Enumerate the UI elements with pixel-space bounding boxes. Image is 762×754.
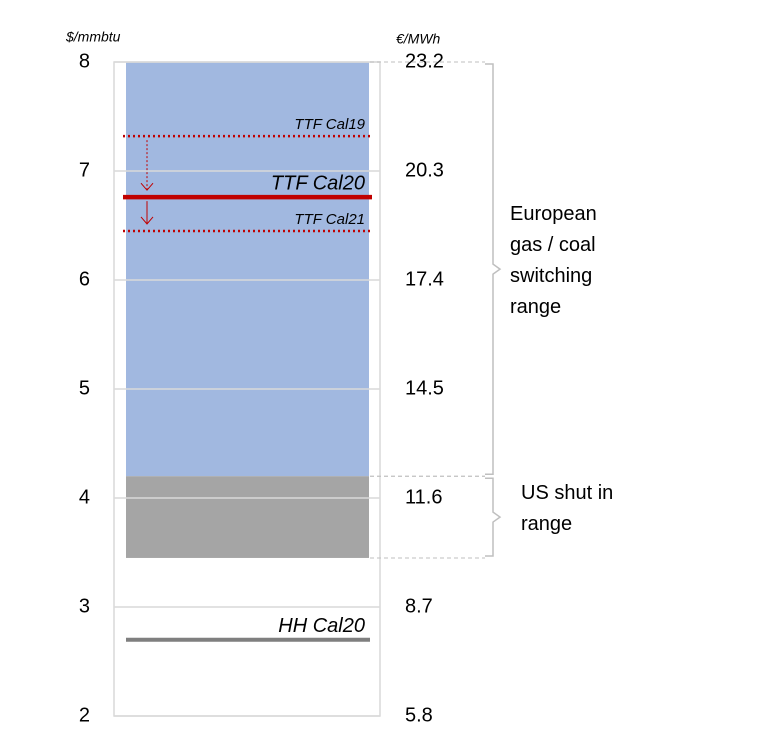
range-label: gas / coal — [510, 234, 596, 256]
range-bar — [126, 476, 369, 558]
range-label: US shut in — [521, 482, 613, 504]
range-brace — [485, 63, 502, 475]
range-label: European — [510, 203, 597, 225]
level-label: TTF Cal19 — [294, 116, 365, 133]
y-tick-label: 6 — [79, 268, 90, 290]
range-label: range — [521, 513, 572, 535]
y2-tick-label: 17.4 — [405, 268, 444, 290]
y-axis-label: $/mmbtu — [65, 29, 121, 45]
level-label: HH Cal20 — [278, 615, 365, 637]
range-bar — [126, 62, 369, 477]
y2-tick-label: 14.5 — [405, 377, 444, 399]
y-tick-label: 8 — [79, 50, 90, 72]
level-label: TTF Cal21 — [294, 211, 365, 228]
y-tick-label: 2 — [79, 704, 90, 726]
y2-tick-label: 11.6 — [405, 486, 442, 508]
y2-axis-label: €/MWh — [396, 31, 441, 47]
y-tick-label: 4 — [79, 486, 90, 508]
range-brace — [485, 477, 502, 557]
arrow-head — [140, 182, 154, 191]
y-tick-label: 5 — [79, 377, 90, 399]
range-label: switching — [510, 265, 592, 287]
range-label: range — [510, 296, 561, 318]
y-tick-label: 3 — [79, 595, 90, 617]
y2-tick-label: 20.3 — [405, 159, 444, 181]
level-label: TTF Cal20 — [271, 172, 365, 194]
arrow-head — [140, 216, 154, 225]
y2-tick-label: 8.7 — [405, 595, 433, 617]
y2-tick-label: 23.2 — [405, 50, 444, 72]
y2-tick-label: 5.8 — [405, 704, 433, 726]
y-tick-label: 7 — [79, 159, 90, 181]
